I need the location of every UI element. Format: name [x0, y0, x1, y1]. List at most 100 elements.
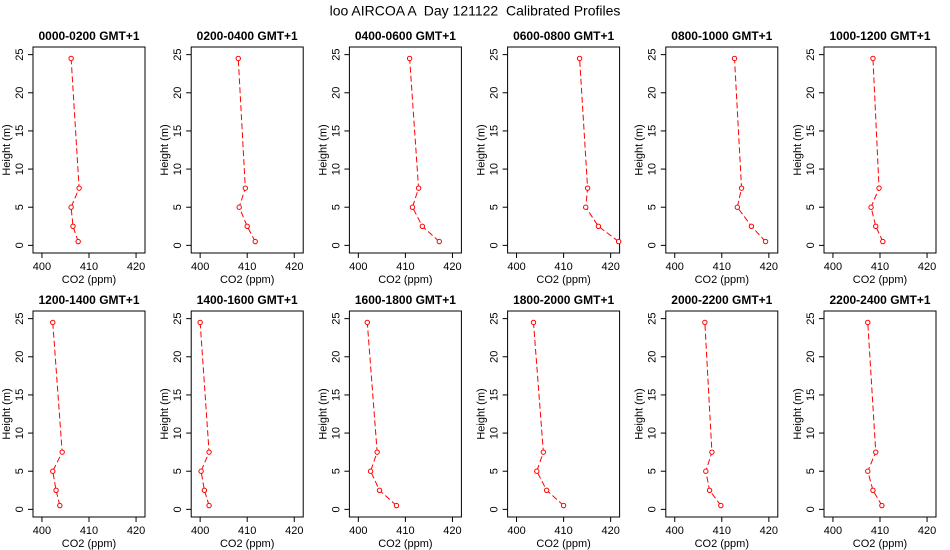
x-axis-label: CO2 (ppm)	[62, 538, 116, 550]
data-point	[868, 204, 874, 210]
y-axis-label: Height (m)	[634, 388, 646, 439]
y-tick-label: 10	[647, 163, 659, 175]
panel-title: 0000-0200 GMT+1	[38, 29, 139, 43]
x-tick-label: 400	[666, 261, 684, 273]
x-tick-label: 400	[349, 525, 367, 537]
y-tick-label: 20	[805, 87, 817, 99]
y-tick-label: 5	[489, 204, 501, 210]
data-point	[880, 238, 886, 245]
data-point	[242, 185, 249, 191]
data-point	[748, 223, 755, 229]
y-tick-label: 5	[647, 204, 659, 210]
data-point	[59, 449, 65, 455]
x-tick-label: 410	[238, 261, 256, 273]
y-tick-label: 10	[805, 163, 817, 175]
y-tick-label: 10	[14, 163, 26, 175]
y-tick-label: 20	[805, 351, 817, 363]
y-tick-label: 5	[172, 204, 184, 210]
data-point	[409, 204, 416, 210]
data-point	[76, 185, 82, 191]
y-axis-label: Height (m)	[317, 124, 329, 175]
x-tick-label: 420	[443, 261, 461, 273]
y-tick-label: 0	[647, 506, 659, 512]
y-tick-label: 20	[489, 351, 501, 363]
y-tick-label: 0	[805, 506, 817, 512]
y-tick-label: 25	[805, 49, 817, 61]
data-point	[762, 238, 769, 245]
y-axis-label: Height (m)	[792, 124, 804, 175]
data-point	[198, 468, 204, 474]
y-tick-label: 0	[172, 506, 184, 512]
panel-title: 0200-0400 GMT+1	[197, 29, 298, 43]
y-tick-label: 25	[172, 49, 184, 61]
data-point	[376, 487, 383, 493]
y-tick-label: 15	[330, 389, 342, 401]
y-axis-label: Height (m)	[317, 388, 329, 439]
data-point	[731, 55, 738, 62]
x-tick-label: 410	[871, 261, 889, 273]
y-tick-label: 15	[14, 125, 26, 137]
y-tick-label: 10	[647, 427, 659, 439]
data-point	[406, 55, 413, 62]
data-point	[70, 223, 76, 229]
y-tick-label: 20	[14, 87, 26, 99]
x-tick-label: 410	[871, 525, 889, 537]
x-tick-label: 410	[396, 261, 414, 273]
data-point	[560, 502, 567, 509]
y-tick-label: 0	[489, 242, 501, 248]
y-tick-label: 15	[172, 389, 184, 401]
y-tick-label: 15	[330, 125, 342, 137]
data-point	[415, 185, 422, 191]
data-point	[865, 468, 871, 474]
x-tick-label: 400	[349, 261, 367, 273]
panel-title: 1200-1400 GMT+1	[38, 293, 139, 307]
data-point	[583, 204, 589, 210]
y-tick-label: 15	[647, 389, 659, 401]
x-tick-label: 400	[507, 261, 525, 273]
y-tick-label: 5	[489, 468, 501, 474]
data-point	[393, 502, 400, 509]
data-point	[68, 204, 74, 210]
y-axis-label: Height (m)	[634, 124, 646, 175]
y-tick-label: 15	[647, 125, 659, 137]
y-tick-label: 5	[14, 204, 26, 210]
y-tick-label: 25	[14, 49, 26, 61]
panel-title: 2200-2400 GMT+1	[829, 293, 930, 307]
y-tick-label: 0	[172, 242, 184, 248]
x-tick-label: 420	[127, 261, 145, 273]
y-tick-label: 20	[172, 351, 184, 363]
y-tick-label: 25	[14, 313, 26, 325]
panel-title: 1800-2000 GMT+1	[513, 293, 614, 307]
data-point	[738, 185, 745, 191]
y-tick-label: 25	[647, 49, 659, 61]
y-tick-label: 5	[172, 468, 184, 474]
x-axis-label: CO2 (ppm)	[220, 274, 274, 286]
y-tick-label: 0	[647, 242, 659, 248]
profile-line	[70, 58, 80, 242]
data-point	[68, 55, 74, 62]
y-tick-label: 20	[330, 87, 342, 99]
y-axis-label: Height (m)	[476, 388, 488, 439]
data-point	[436, 238, 442, 245]
x-axis-label: CO2 (ppm)	[853, 538, 907, 550]
x-tick-label: 410	[713, 261, 731, 273]
y-tick-label: 10	[330, 163, 342, 175]
data-point	[236, 204, 242, 210]
data-point	[615, 238, 622, 245]
data-point	[865, 319, 871, 326]
panel-title: 0800-1000 GMT+1	[671, 29, 772, 43]
x-tick-label: 400	[824, 525, 842, 537]
data-point	[584, 185, 591, 191]
y-tick-label: 15	[172, 125, 184, 137]
y-tick-label: 20	[647, 87, 659, 99]
y-tick-label: 25	[330, 313, 342, 325]
y-tick-label: 25	[489, 313, 501, 325]
y-tick-label: 15	[14, 389, 26, 401]
panel-title: 1600-1800 GMT+1	[355, 293, 456, 307]
y-axis-label: Height (m)	[159, 388, 171, 439]
data-point	[419, 223, 426, 229]
panel-title: 0600-0800 GMT+1	[513, 29, 614, 43]
figure-title: loo AIRCOA A Day 121122 Calibrated Profi…	[330, 3, 621, 19]
data-point	[540, 449, 547, 455]
